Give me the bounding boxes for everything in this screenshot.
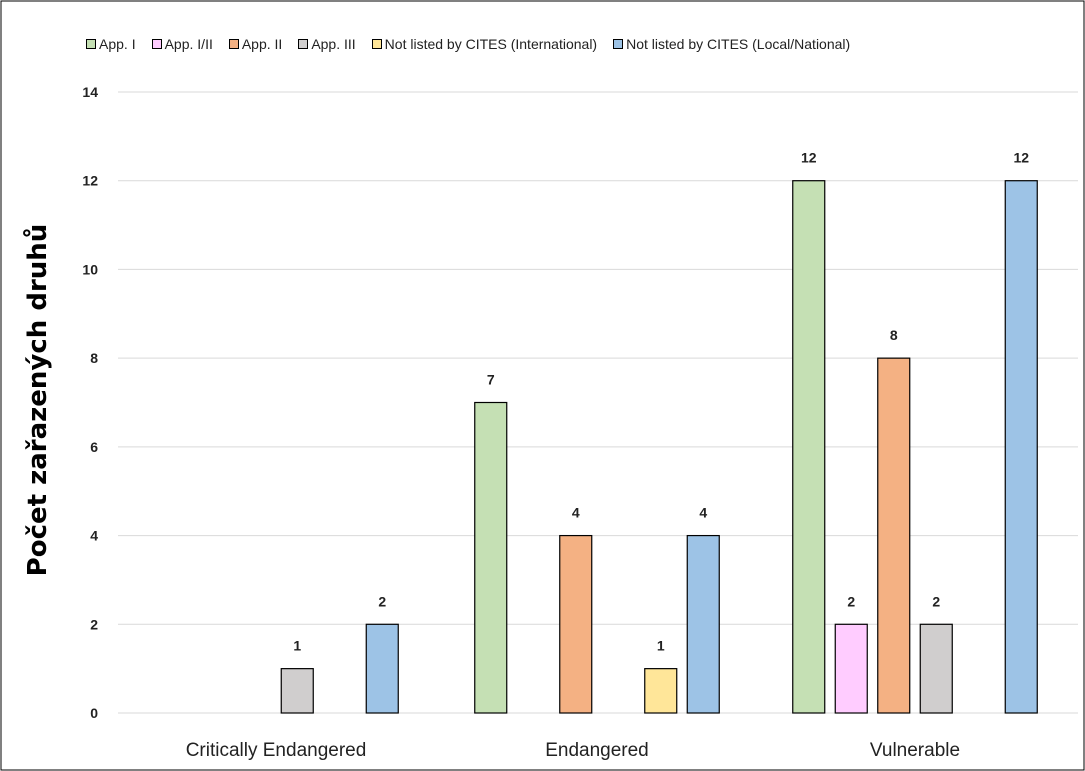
legend-label: App. II (241, 36, 283, 52)
data-label: 2 (847, 593, 855, 609)
legend-item: App. I (86, 36, 136, 52)
legend-swatch (228, 39, 239, 49)
legend-label: Not listed by CITES (Local/National) (626, 36, 851, 52)
bar (834, 623, 868, 714)
legend-item: Not listed by CITES (Local/National) (613, 36, 850, 52)
legend-swatch (613, 39, 624, 49)
bars (280, 180, 1038, 714)
gridlines (118, 91, 1078, 714)
bar (1004, 180, 1038, 714)
y-tick-labels: 0 2 4 6 8 10 12 14 (82, 84, 98, 721)
y-tick-label: 14 (82, 84, 98, 100)
data-label: 2 (932, 593, 940, 609)
legend-label: App. I (99, 36, 136, 52)
x-tick-label: Endangered (545, 740, 649, 761)
legend-swatch (371, 39, 382, 49)
y-tick-label: 10 (82, 261, 98, 277)
data-label: 8 (890, 327, 898, 343)
data-label: 1 (657, 638, 665, 654)
bar (792, 180, 826, 714)
bar (686, 534, 720, 714)
y-tick-label: 8 (90, 350, 98, 366)
legend-item: Not listed by CITES (International) (371, 36, 598, 52)
legend-label: App. I/II (164, 36, 213, 52)
bar (474, 401, 508, 714)
y-tick-label: 0 (90, 705, 98, 721)
data-label: 12 (801, 150, 817, 166)
legend-swatch (298, 39, 309, 49)
legend-label: Not listed by CITES (International) (384, 36, 598, 52)
data-label: 2 (378, 593, 386, 609)
data-label: 1 (293, 638, 301, 654)
y-tick-label: 2 (90, 616, 98, 632)
y-tick-label: 4 (90, 528, 98, 544)
x-tick-label: Vulnerable (870, 740, 960, 761)
y-tick-label: 12 (82, 173, 98, 189)
legend-item: App. I/II (151, 36, 213, 52)
x-tick-label: Critically Endangered (186, 740, 367, 761)
x-tick-labels: Critically Endangered Endangered Vulnerabl… (186, 740, 960, 761)
legend-swatch (151, 39, 162, 49)
data-label: 4 (699, 505, 707, 521)
bar (919, 623, 953, 714)
bar (365, 623, 399, 714)
bar (644, 668, 678, 714)
legend-item: App. III (298, 36, 356, 52)
y-tick-label: 6 (90, 439, 98, 455)
y-axis-label: Počet zařazených druhů (23, 223, 53, 577)
legend-label: App. III (311, 36, 356, 52)
data-label: 4 (572, 505, 580, 521)
bar (559, 534, 593, 714)
legend-item: App. II (228, 36, 283, 52)
legend-swatch (86, 39, 96, 49)
bar (877, 357, 911, 714)
legend: App. I App. I/II App. II App. III Not listed… (86, 36, 850, 52)
bar (280, 668, 314, 714)
data-label: 12 (1013, 150, 1029, 166)
data-label: 7 (487, 372, 495, 388)
